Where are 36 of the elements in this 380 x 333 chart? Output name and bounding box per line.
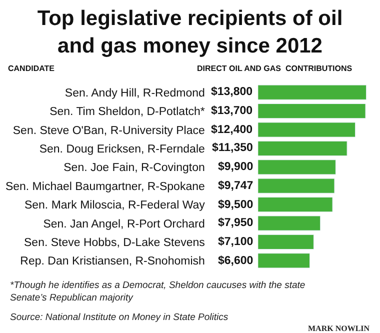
y-tick-label: Sen. Mark Miloscia, R-Federal Way [24,200,206,212]
bar [258,178,335,194]
bar [258,122,356,138]
data-label: $13,800 [211,86,253,98]
y-tick-label: Sen. Joe Fain, R-Covington [64,162,205,174]
y-tick-label: Sen. Jan Angel, R-Port Orchard [43,218,205,230]
y-tick-label: Sen. Steve O'Ban, R-University Place [12,124,205,137]
y-tick-label: Sen. Doug Ericksen, R-Ferndale [39,143,205,156]
data-label: $9,900 [218,161,254,173]
data-label: $6,600 [218,255,254,267]
text: *Though he identifies as a Democrat, Sheldon caucuses with the state Senate’s Republican majority [10,280,306,304]
bar [258,253,310,268]
data-label: $13,700 [211,105,253,117]
data-label: $7,100 [218,236,254,248]
y-tick-label: Sen. Michael Baumgartner, R-Spokane [5,180,205,193]
bar [258,197,333,212]
bar [258,84,367,100]
bar [258,216,321,231]
data-label: $9,747 [218,180,254,192]
y-tick-label: Sen. Andy Hill, R-Redmond [64,87,205,100]
text: MARK NOWLIN [308,324,370,333]
data-label: $7,950 [218,217,254,229]
y-axis-title: CANDIDATE [8,64,56,73]
bar [258,234,314,250]
source-note: Source: National Institute on Money in State Politics [10,312,228,323]
y-tick-label: Rep. Dan Kristiansen, R-Snohomish [20,256,205,268]
chart-title: Top legislative recipients of oil and gas money since 2012 [37,7,343,58]
bar [258,104,366,119]
y-tick-label: Sen. Tim Sheldon, D-Potlatch* [50,106,206,118]
bar [258,140,348,156]
x-axis-title: DIRECT OIL AND GAS CONTRIBUTIONS [197,64,353,73]
data-label: $9,500 [218,199,254,211]
data-label: $12,400 [211,124,253,136]
y-tick-label: Sen. Steve Hobbs, D-Lake Stevens [24,236,206,249]
bar [258,160,336,175]
data-label: $11,350 [212,142,253,154]
